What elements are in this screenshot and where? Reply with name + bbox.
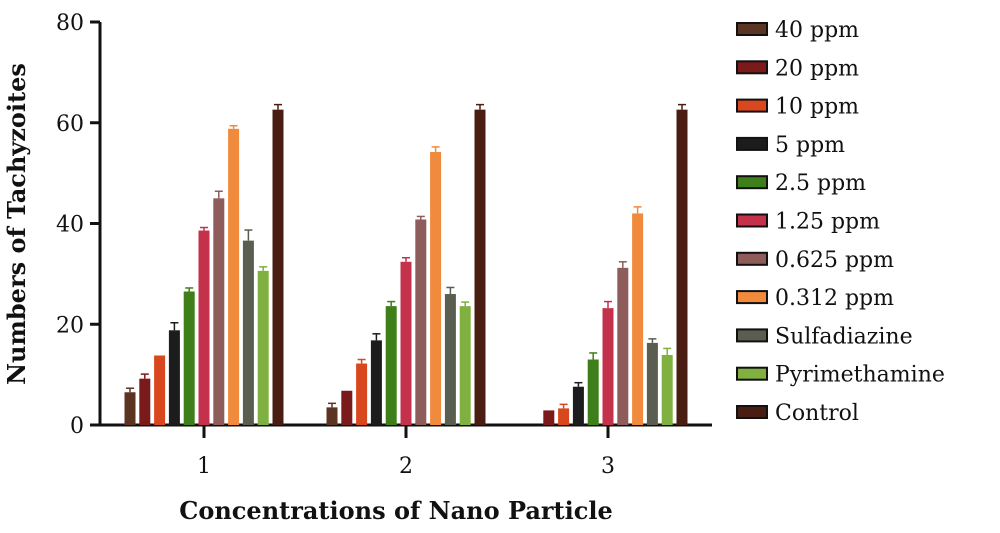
legend-swatch <box>736 290 768 305</box>
bar <box>430 151 442 425</box>
bar <box>459 306 471 425</box>
bar <box>154 355 166 425</box>
legend-swatch <box>736 366 768 381</box>
y-tick-label: 20 <box>56 313 84 338</box>
bar <box>124 392 136 425</box>
bar <box>617 267 629 425</box>
bar <box>543 410 555 425</box>
x-tick-label: 2 <box>399 454 413 479</box>
bar <box>198 230 210 425</box>
y-tick-label: 60 <box>56 112 84 137</box>
bar <box>385 306 397 425</box>
bar <box>139 378 151 425</box>
bar <box>415 219 427 425</box>
bar <box>474 109 486 425</box>
bar <box>370 340 382 425</box>
x-axis-title: Concentrations of Nano Particle <box>179 496 613 525</box>
bar <box>356 363 368 425</box>
bar <box>257 270 269 425</box>
legend-label: 10 ppm <box>775 95 859 120</box>
y-tick-label: 80 <box>56 11 84 36</box>
legend-label: Control <box>775 401 859 426</box>
bar <box>646 342 658 425</box>
legend-label: 0.625 ppm <box>775 248 894 273</box>
bar <box>632 213 644 425</box>
bar <box>228 128 240 426</box>
bar <box>242 240 254 425</box>
legend-label: 1.25 ppm <box>775 210 880 235</box>
legend-label: Pyrimethamine <box>775 363 945 388</box>
legend-swatch <box>736 213 768 228</box>
legend-label: 2.5 ppm <box>775 171 866 196</box>
legend-swatch <box>736 98 768 113</box>
legend-swatch <box>736 175 768 190</box>
legend-label: 0.312 ppm <box>775 286 894 311</box>
bar <box>213 198 225 425</box>
bar <box>341 390 353 425</box>
legend-swatch <box>736 328 768 343</box>
bar <box>602 308 614 425</box>
bar <box>183 291 195 425</box>
bar <box>272 109 284 425</box>
bar <box>587 359 599 425</box>
bars <box>124 103 688 426</box>
x-tick-label: 1 <box>197 454 211 479</box>
bar <box>661 354 673 425</box>
bar <box>168 330 180 425</box>
legend-swatch <box>736 22 768 36</box>
legend-label: Sulfadiazine <box>775 324 913 349</box>
legend-swatch <box>736 136 768 151</box>
bar <box>572 386 584 425</box>
bar <box>558 408 570 425</box>
y-tick-label: 0 <box>70 414 84 439</box>
axes: 0 20 40 60 80 1 2 3 Concentrations of Nano Parti… <box>2 11 712 525</box>
legend-label: 40 ppm <box>775 18 859 43</box>
legend-swatch <box>736 251 768 266</box>
legend-label: 20 ppm <box>775 56 859 81</box>
legend-swatch <box>736 60 768 75</box>
legend-label: 5 ppm <box>775 133 845 158</box>
bar <box>444 294 456 425</box>
legend: 40 ppm 20 ppm 10 ppm 5 ppm 2.5 ppm 1.25 ppm 0.… <box>736 18 945 426</box>
bar <box>676 109 688 425</box>
bar <box>326 407 338 425</box>
x-tick-label: 3 <box>601 454 615 479</box>
legend-swatch <box>736 405 768 419</box>
y-tick-label: 40 <box>56 213 84 238</box>
bar <box>400 261 412 425</box>
y-axis-title: Numbers of Tachyzoites <box>2 63 31 385</box>
